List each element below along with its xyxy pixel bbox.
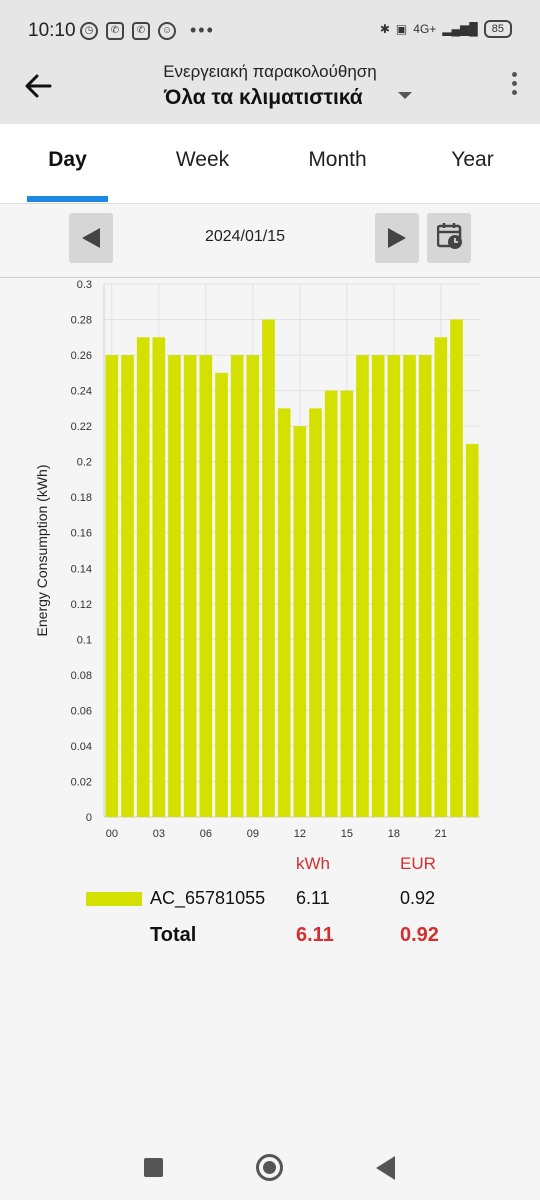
y-tick-label: 0.2	[77, 457, 92, 469]
device-name: AC_65781055	[150, 888, 266, 908]
back-arrow-icon[interactable]	[20, 68, 56, 104]
x-tick-label: 06	[200, 828, 212, 838]
y-tick-label: 0.08	[71, 670, 92, 682]
calendar-button[interactable]	[427, 213, 471, 263]
bar-chart-svg: 0 0.02 0.04 0.06 0.08 0.1 0.12 0.14 0.16 0.18 0.2 0…	[34, 279, 480, 840]
y-tick-label: 0	[86, 812, 92, 824]
chart-bar	[293, 426, 307, 817]
volte-icon: ▣	[395, 22, 408, 36]
chart-bar	[340, 390, 354, 817]
calendar-clock-icon	[437, 223, 462, 249]
selected-date: 2024/01/15	[204, 228, 286, 245]
chart-bar	[121, 355, 134, 817]
device-selector[interactable]: Όλα τα κλιματιστικά	[164, 86, 363, 109]
period-tabs: Day Week Month Year	[0, 124, 540, 204]
energy-chart: 0 0.02 0.04 0.06 0.08 0.1 0.12 0.14 0.16 0.18 0.2 0…	[0, 278, 540, 840]
next-day-button[interactable]	[375, 213, 419, 263]
chart-bar	[136, 337, 150, 817]
x-tick-label: 21	[435, 828, 447, 838]
eur-column-header: EUR	[400, 854, 436, 873]
more-notifications-icon: •••	[190, 20, 215, 40]
chart-bar	[230, 355, 244, 817]
total-eur: 0.92	[400, 924, 439, 946]
y-tick-label: 0.3	[77, 279, 92, 291]
chart-bar	[324, 390, 338, 817]
app-bar: Ενεργειακή παρακολούθηση Όλα τα κλιματισ…	[0, 48, 540, 124]
chart-bar	[371, 355, 385, 817]
y-tick-label: 0.28	[71, 315, 92, 327]
x-tick-label: 12	[294, 828, 306, 838]
previous-day-button[interactable]	[69, 213, 113, 263]
tab-year[interactable]: Year	[451, 148, 494, 171]
x-tick-label: 15	[341, 828, 353, 838]
home-icon[interactable]	[256, 1154, 283, 1181]
y-tick-label: 0.04	[71, 741, 92, 753]
device-kwh: 6.11	[296, 888, 330, 908]
chart-bar	[465, 443, 479, 817]
y-tick-label: 0.18	[71, 492, 92, 504]
battery-icon: 85	[483, 20, 512, 38]
y-tick-label: 0.12	[71, 599, 92, 611]
chevron-down-icon[interactable]	[398, 92, 412, 99]
page-subtitle: Ενεργειακή παρακολούθηση	[163, 62, 377, 81]
chart-bar	[387, 355, 401, 817]
chart-bar	[277, 408, 291, 817]
total-kwh: 6.11	[296, 924, 334, 946]
kwh-column-header: kWh	[296, 854, 330, 873]
chart-bar	[246, 355, 260, 817]
y-tick-label: 0.02	[71, 776, 92, 788]
device-eur: 0.92	[400, 888, 436, 908]
y-tick-label: 0.24	[71, 386, 92, 398]
active-tab-indicator	[27, 196, 108, 202]
x-tick-label: 03	[153, 828, 165, 838]
emoji-icon: ☺	[158, 21, 176, 40]
y-tick-label: 0.06	[71, 705, 92, 717]
chart-bar	[105, 355, 119, 817]
x-tick-label: 18	[388, 828, 400, 838]
signal-icon: ▂▄▆█	[442, 22, 478, 36]
tab-week[interactable]: Week	[175, 148, 230, 171]
alarm-icon: ◷	[80, 21, 98, 40]
y-tick-label: 0.1	[77, 634, 92, 646]
system-navigation-bar	[0, 1134, 540, 1200]
chart-bar	[450, 319, 463, 817]
arrow-left-icon	[82, 228, 100, 248]
total-label: Total	[150, 924, 197, 946]
date-navigation: 2024/01/15	[0, 204, 540, 278]
chart-bar	[262, 319, 275, 817]
chart-bar	[152, 337, 166, 817]
y-tick-label: 0.16	[71, 528, 92, 540]
chart-bar	[183, 355, 197, 817]
chart-bar	[356, 355, 369, 817]
chart-bar	[168, 355, 181, 817]
network-type: 4G+	[413, 22, 437, 36]
phone-app-icon: ✆	[106, 21, 124, 40]
system-back-icon[interactable]	[376, 1156, 395, 1180]
consumption-summary: kWh EUR AC_65781055 6.11 0.92 Total 6.11…	[0, 848, 540, 958]
y-tick-label: 0.14	[71, 563, 92, 575]
chart-bar	[434, 337, 448, 817]
chart-bar	[199, 355, 213, 817]
x-tick-label: 09	[247, 828, 259, 838]
y-tick-label: 0.22	[71, 421, 92, 433]
chart-bar	[403, 355, 416, 817]
more-vert-icon[interactable]	[508, 72, 520, 100]
y-tick-label: 0.26	[71, 350, 92, 362]
recent-apps-icon[interactable]	[144, 1158, 163, 1177]
tab-day[interactable]: Day	[48, 148, 87, 171]
arrow-right-icon	[388, 228, 406, 248]
y-axis-label: Energy Consumption (kWh)	[34, 465, 50, 637]
status-time: 10:10	[28, 20, 76, 41]
series-color-swatch	[86, 892, 142, 906]
viber-icon: ✆	[132, 21, 150, 40]
status-right-icons: ✱ ▣ 4G+ ▂▄▆█ 85	[380, 20, 512, 38]
chart-bar	[215, 372, 228, 817]
x-tick-label: 00	[106, 828, 118, 838]
status-notification-icons: ◷ ✆ ✆ ☺ •••	[80, 20, 215, 41]
chart-bar	[309, 408, 322, 817]
bluetooth-icon: ✱	[379, 22, 390, 36]
tab-month[interactable]: Month	[308, 148, 367, 171]
chart-bar	[418, 355, 432, 817]
